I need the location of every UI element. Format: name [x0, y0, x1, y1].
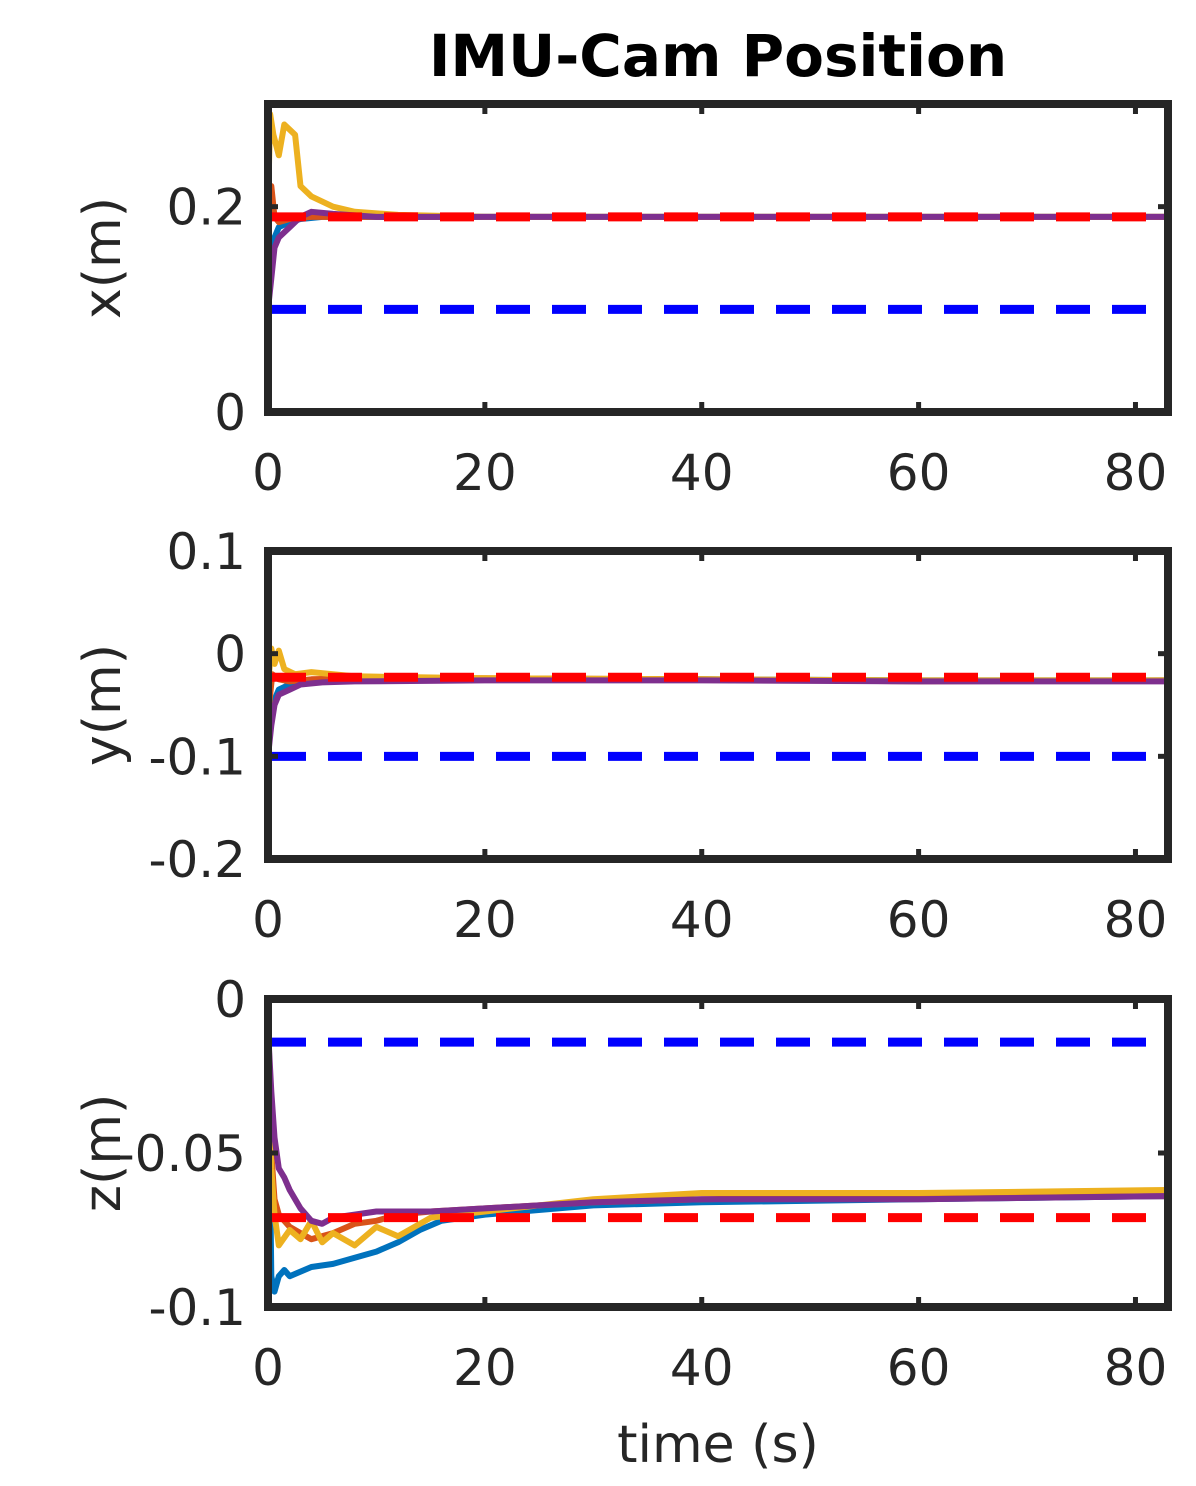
x-tick-label: 40	[670, 444, 734, 502]
series-line-3	[265, 1057, 1171, 1249]
series-line-3	[265, 111, 1171, 220]
x-tick-label: 20	[453, 891, 517, 949]
y-tick-label: 0	[214, 384, 246, 442]
y-tick-label: -0.05	[117, 1125, 246, 1183]
y-tick-label: -0.1	[148, 1279, 246, 1337]
series-line-4	[265, 677, 1171, 760]
series-line-2	[265, 183, 1171, 241]
x-axis-label-time: time (s)	[617, 1415, 819, 1475]
x-tick-label: 40	[670, 1339, 734, 1397]
series-line-1	[265, 999, 1171, 1295]
x-tick-label: 60	[887, 1339, 951, 1397]
series-line-1	[265, 213, 1171, 292]
axes-frame-y	[264, 547, 1172, 863]
y-axis-label-x: x(m)	[73, 197, 133, 319]
figure-title: IMU-Cam Position	[429, 22, 1007, 90]
y-tick-label: -0.2	[148, 831, 246, 889]
y-axis-label-y: y(m)	[73, 644, 133, 766]
subplot-y-position: y(m) 0 20 40 60 80 -0.2 -0.1 0 0.1	[73, 523, 1172, 949]
axes-frame-x	[264, 100, 1172, 416]
x-tick-label: 40	[670, 891, 734, 949]
x-tick-label: 80	[1104, 444, 1168, 502]
x-tick-label: 80	[1104, 1339, 1168, 1397]
x-tick-label: 20	[453, 1339, 517, 1397]
x-tick-label: 60	[887, 891, 951, 949]
y-tick-label: 0.1	[166, 523, 246, 581]
x-tick-label: 0	[252, 891, 284, 949]
x-tick-label: 0	[252, 1339, 284, 1397]
x-tick-label: 20	[453, 444, 517, 502]
y-axis-label-z: z(m)	[73, 1094, 133, 1213]
y-tick-label: 0	[214, 971, 246, 1029]
series-line-4	[265, 208, 1171, 313]
y-tick-label: 0.2	[166, 179, 246, 237]
y-tick-label: -0.1	[148, 728, 246, 786]
series-line-4	[265, 1026, 1171, 1227]
series-line-1	[265, 676, 1171, 750]
subplot-x-position: x(m) 0 20 40 60 80 0 0.2	[73, 100, 1172, 502]
x-tick-label: 0	[252, 444, 284, 502]
x-tick-label: 80	[1104, 891, 1168, 949]
y-tick-label: 0	[214, 626, 246, 684]
subplot-z-position: z(m) time (s) 0 20 40 60 80 -0.1 -0.05 0	[73, 971, 1172, 1475]
x-tick-label: 60	[887, 444, 951, 502]
